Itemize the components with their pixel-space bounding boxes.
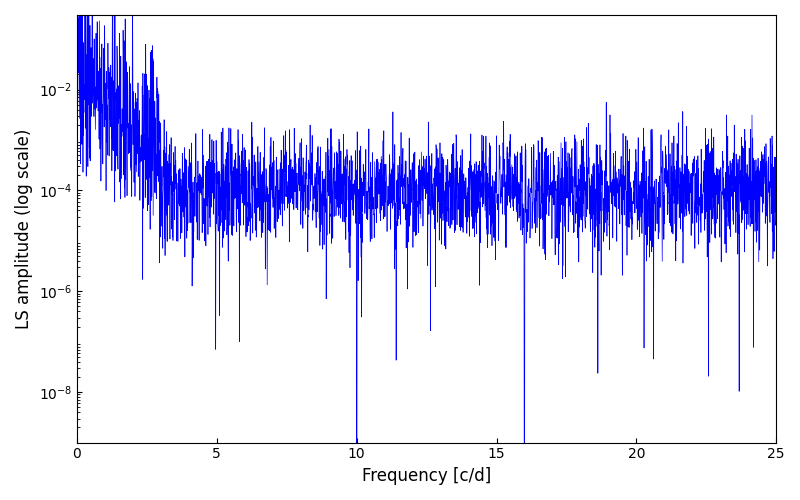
Y-axis label: LS amplitude (log scale): LS amplitude (log scale) — [15, 128, 33, 329]
X-axis label: Frequency [c/d]: Frequency [c/d] — [362, 467, 491, 485]
